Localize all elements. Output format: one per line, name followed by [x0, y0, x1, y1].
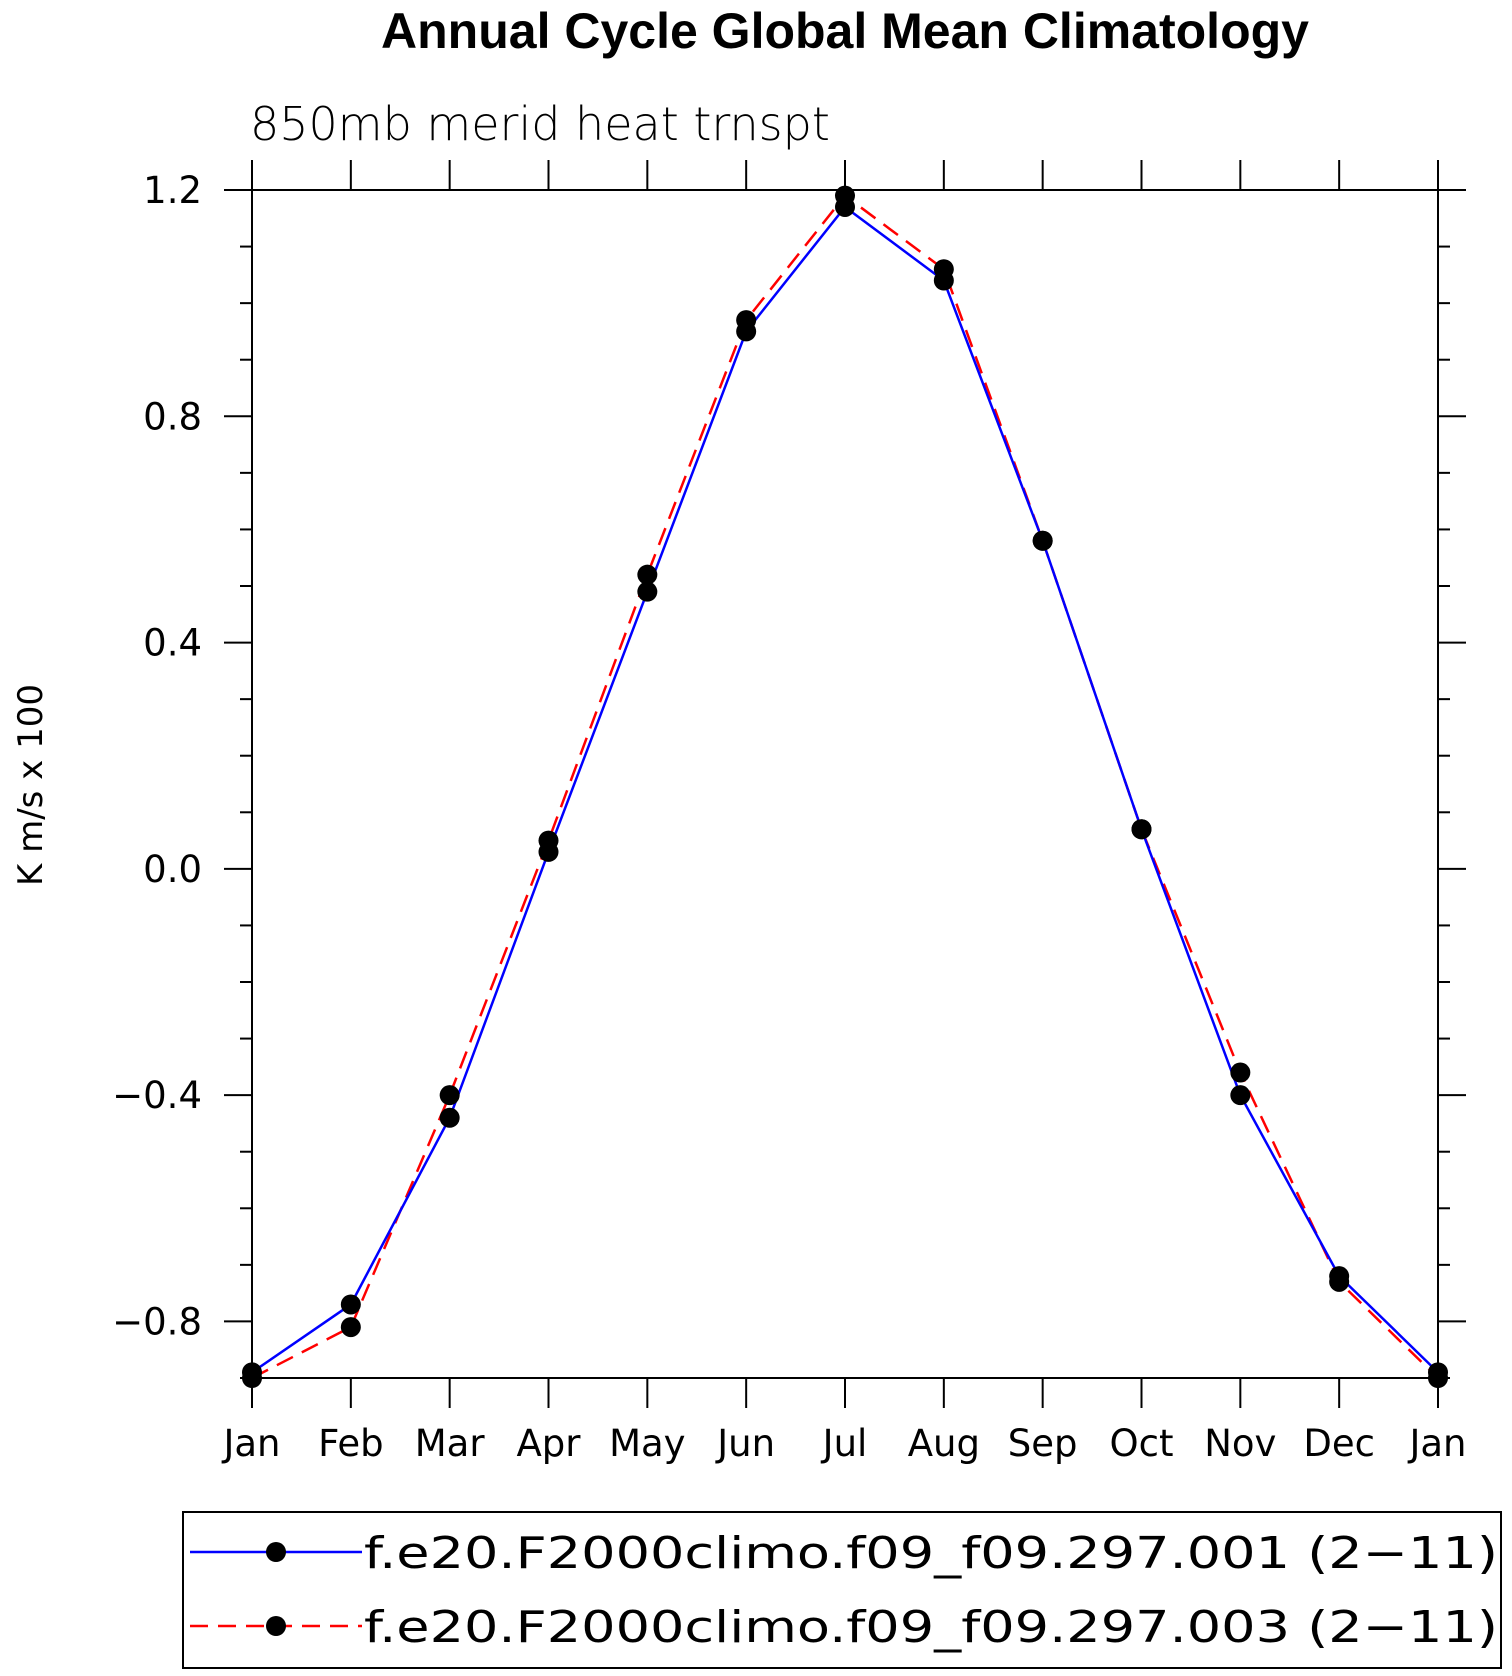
series-2-point-2	[439, 1085, 460, 1106]
x-tick-label-1: Feb	[318, 1422, 384, 1465]
y-tick-label-3: 0.0	[143, 848, 202, 891]
y-axis-label: K m/s x 100	[11, 684, 51, 886]
series-2-point-9	[1131, 819, 1152, 840]
x-tick-label-9: Oct	[1110, 1422, 1174, 1465]
series-2-point-5	[736, 310, 757, 331]
x-tick-label-7: Aug	[908, 1422, 980, 1465]
legend-box	[182, 1511, 1502, 1669]
series-2-point-3	[538, 830, 559, 851]
series-1-point-4	[637, 581, 658, 602]
x-tick-label-6: Jul	[821, 1422, 868, 1465]
series-2-point-7	[933, 259, 954, 280]
legend-label-2: f.e20.F2000climo.f09_f09.297.003 (2−11)	[364, 1602, 1498, 1653]
legend-marker-2	[266, 1616, 286, 1636]
x-tick-label-12: Jan	[1407, 1422, 1466, 1465]
x-tick-label-4: May	[609, 1422, 686, 1465]
x-tick-label-2: Mar	[415, 1422, 486, 1465]
y-tick-label-0: 1.2	[143, 169, 202, 212]
series-2-point-10	[1230, 1062, 1251, 1083]
series-2-point-0	[242, 1368, 262, 1388]
y-tick-label-1: 0.8	[143, 395, 202, 438]
x-tick-label-11: Dec	[1303, 1422, 1375, 1465]
series-2-point-11	[1329, 1271, 1350, 1292]
legend-label-1: f.e20.F2000climo.f09_f09.297.001 (2−11)	[364, 1528, 1498, 1579]
chart-title: Annual Cycle Global Mean Climatology	[381, 3, 1309, 59]
series-line-1	[251, 205, 1439, 1374]
series-2-point-12	[1428, 1368, 1448, 1388]
series-1-point-1	[340, 1294, 361, 1315]
y-tick-label-4: −0.4	[112, 1074, 202, 1117]
x-tick-label-10: Nov	[1204, 1422, 1276, 1465]
chart-subtitle: 850mb merid heat trnspt	[250, 97, 830, 151]
legend: f.e20.F2000climo.f09_f09.297.001 (2−11) f…	[182, 1511, 1502, 1669]
series-2-point-6	[835, 185, 855, 206]
y-tick-label-2: 0.4	[143, 622, 202, 665]
series-1-point-10	[1230, 1085, 1251, 1106]
x-tick-label-5: Jun	[715, 1422, 775, 1465]
x-tick-label-3: Apr	[516, 1422, 581, 1465]
x-tick-label-8: Sep	[1008, 1422, 1078, 1465]
series-2-point-8	[1032, 530, 1053, 551]
y-tick-label-5: −0.8	[112, 1300, 202, 1343]
series-line-2	[251, 193, 1439, 1380]
plot-area: Jan Feb Mar Apr May Jun Jul Aug Sep Oct Nov Dec Jan 1…	[112, 160, 1467, 1465]
series-2-point-4	[637, 564, 658, 585]
legend-marker-1	[266, 1542, 286, 1562]
x-tick-label-0: Jan	[221, 1422, 280, 1465]
series-1-point-2	[439, 1107, 460, 1128]
series-2-point-1	[340, 1317, 361, 1338]
plot-frame	[251, 189, 1439, 1379]
